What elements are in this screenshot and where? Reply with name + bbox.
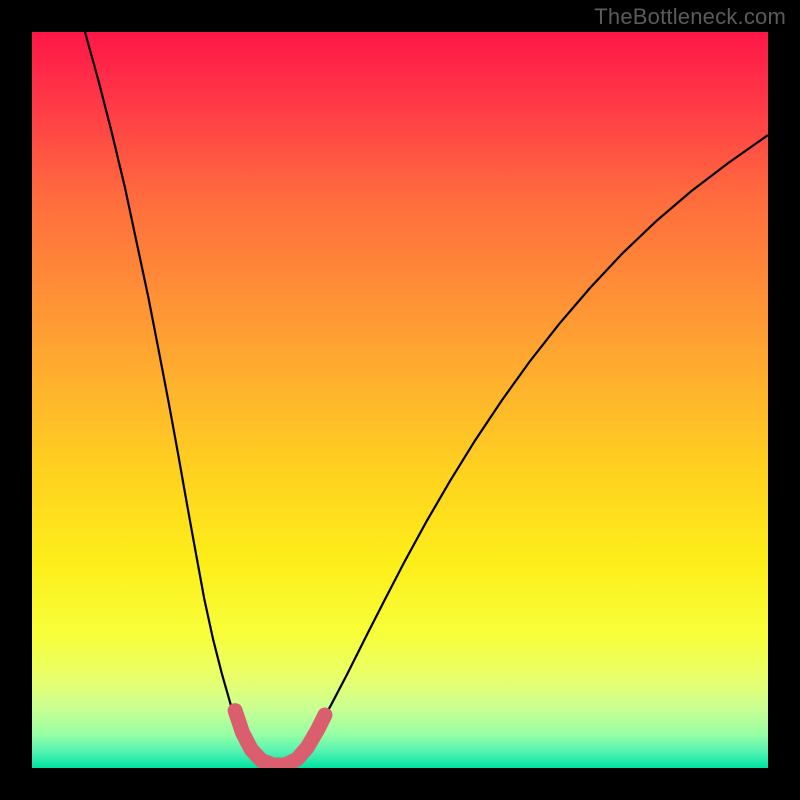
chart-background-gradient: [32, 32, 768, 768]
watermark-text: TheBottleneck.com: [594, 4, 786, 30]
chart-plot-area: [32, 32, 768, 768]
